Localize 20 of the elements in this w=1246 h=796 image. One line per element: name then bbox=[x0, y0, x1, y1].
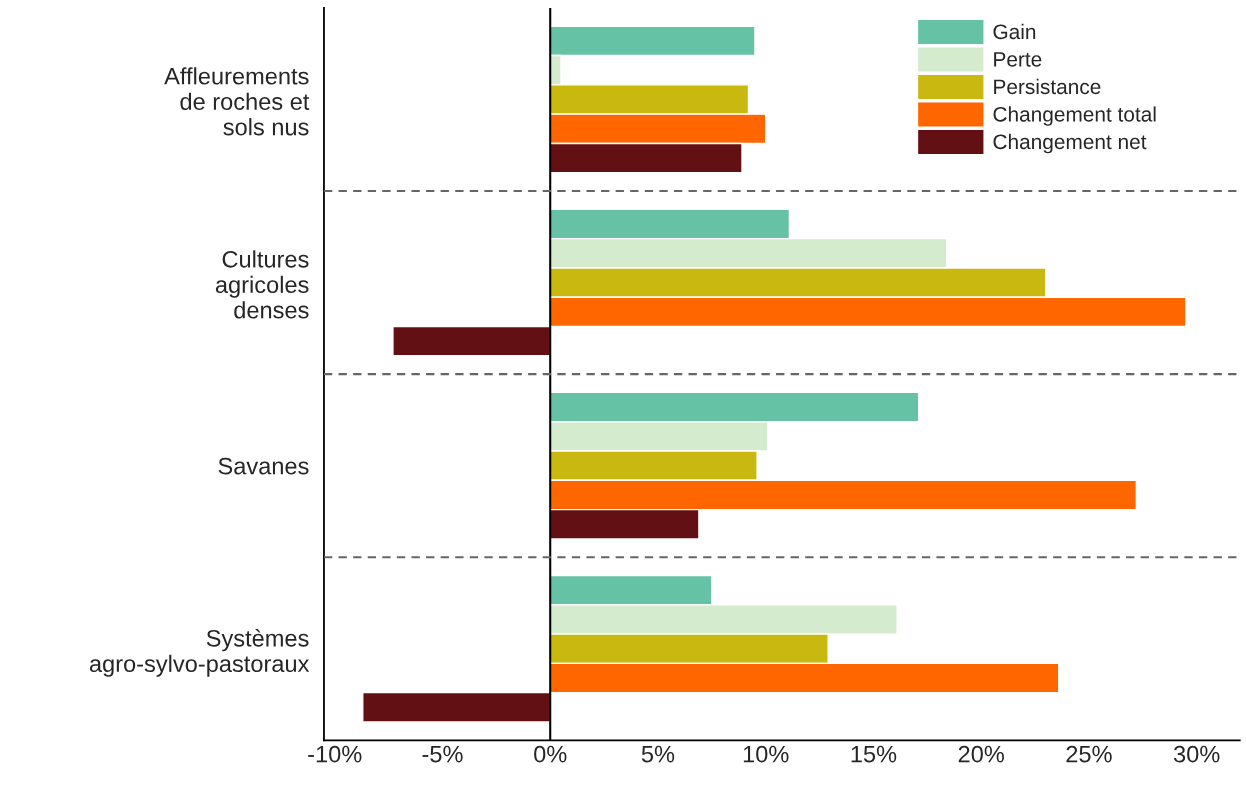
x-tick-label: 20% bbox=[958, 745, 1004, 763]
legend-label: Persistance bbox=[994, 78, 1101, 95]
legend-label: Changement total bbox=[993, 106, 1156, 126]
x-tick-label: 30% bbox=[1173, 745, 1220, 763]
bar bbox=[362, 691, 551, 723]
y-tick-label: Affleurements de roches et sols nus bbox=[164, 67, 310, 136]
x-tick-label: -10% bbox=[308, 745, 362, 763]
y-tick-label: Cultures agricoles denses bbox=[215, 250, 309, 319]
x-tick-label: 0% bbox=[534, 745, 567, 763]
legend-label: Gain bbox=[993, 23, 1036, 40]
legend-label: Changement net bbox=[993, 133, 1147, 154]
x-tick-label: 10% bbox=[743, 745, 789, 763]
legend-label: Perte bbox=[994, 52, 1042, 67]
y-tick-label: Savanes bbox=[218, 457, 309, 475]
x-tick-label: 25% bbox=[1066, 745, 1112, 763]
bar bbox=[392, 325, 551, 357]
y-tick-label: Systèmes agro-sylvo-pastoraux bbox=[89, 629, 310, 677]
x-tick-label: 5% bbox=[641, 745, 675, 763]
x-tick-label: 15% bbox=[851, 745, 897, 763]
x-tick-label: -5% bbox=[422, 745, 463, 763]
